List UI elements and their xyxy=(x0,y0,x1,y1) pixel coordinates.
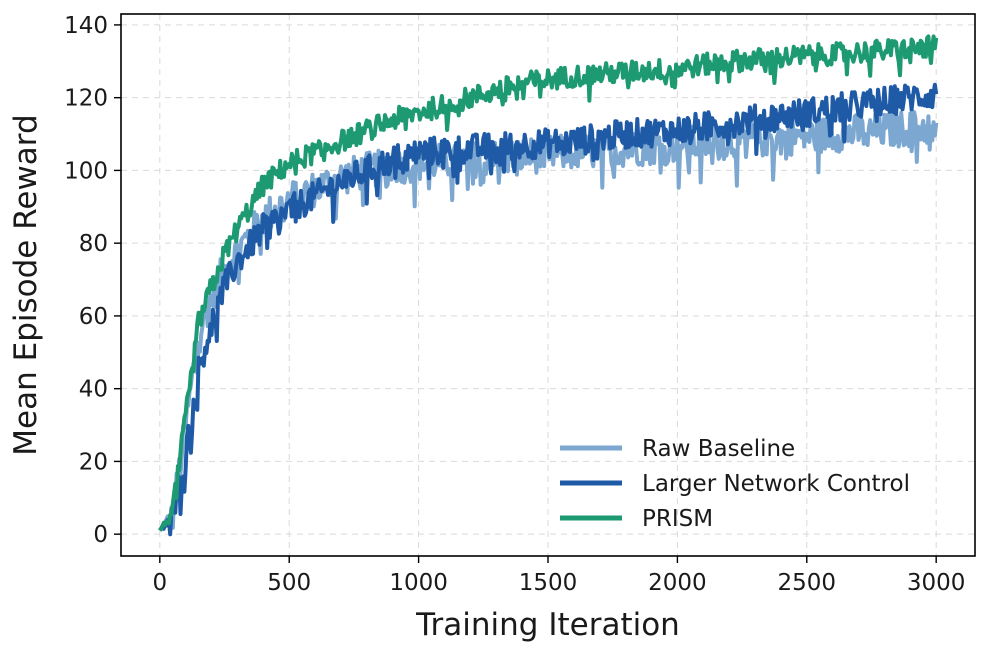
x-tick-label: 500 xyxy=(267,570,311,596)
x-tick-label: 2500 xyxy=(778,570,837,596)
legend-label: PRISM xyxy=(642,506,713,532)
grid xyxy=(121,14,975,556)
x-tick-label: 0 xyxy=(152,570,167,596)
axis-ticks: 0 500 1000 1500 2000 2500 3000 0 20 40 60 80 100 120 1… xyxy=(64,13,965,596)
series-line-1 xyxy=(158,82,939,537)
y-tick-label: 20 xyxy=(79,449,108,475)
x-tick-label: 3000 xyxy=(907,570,966,596)
x-axis-title: Training Iteration xyxy=(415,607,680,643)
legend-label: Larger Network Control xyxy=(642,471,910,497)
x-tick-label: 2000 xyxy=(648,570,707,596)
series-lines xyxy=(158,34,939,537)
y-tick-label: 60 xyxy=(79,304,108,330)
legend: Raw Baseline Larger Network Control PRISM xyxy=(560,436,910,532)
y-tick-label: 120 xyxy=(64,86,108,112)
y-tick-label: 80 xyxy=(79,231,108,257)
y-tick-label: 100 xyxy=(64,158,108,184)
series-line-2 xyxy=(158,34,939,532)
y-tick-label: 140 xyxy=(64,13,108,39)
x-tick-label: 1000 xyxy=(389,570,448,596)
y-axis-title: Mean Episode Reward xyxy=(8,114,44,455)
x-tick-label: 1500 xyxy=(519,570,578,596)
legend-label: Raw Baseline xyxy=(642,436,795,462)
y-tick-label: 40 xyxy=(79,377,108,403)
y-tick-label: 0 xyxy=(93,522,108,548)
